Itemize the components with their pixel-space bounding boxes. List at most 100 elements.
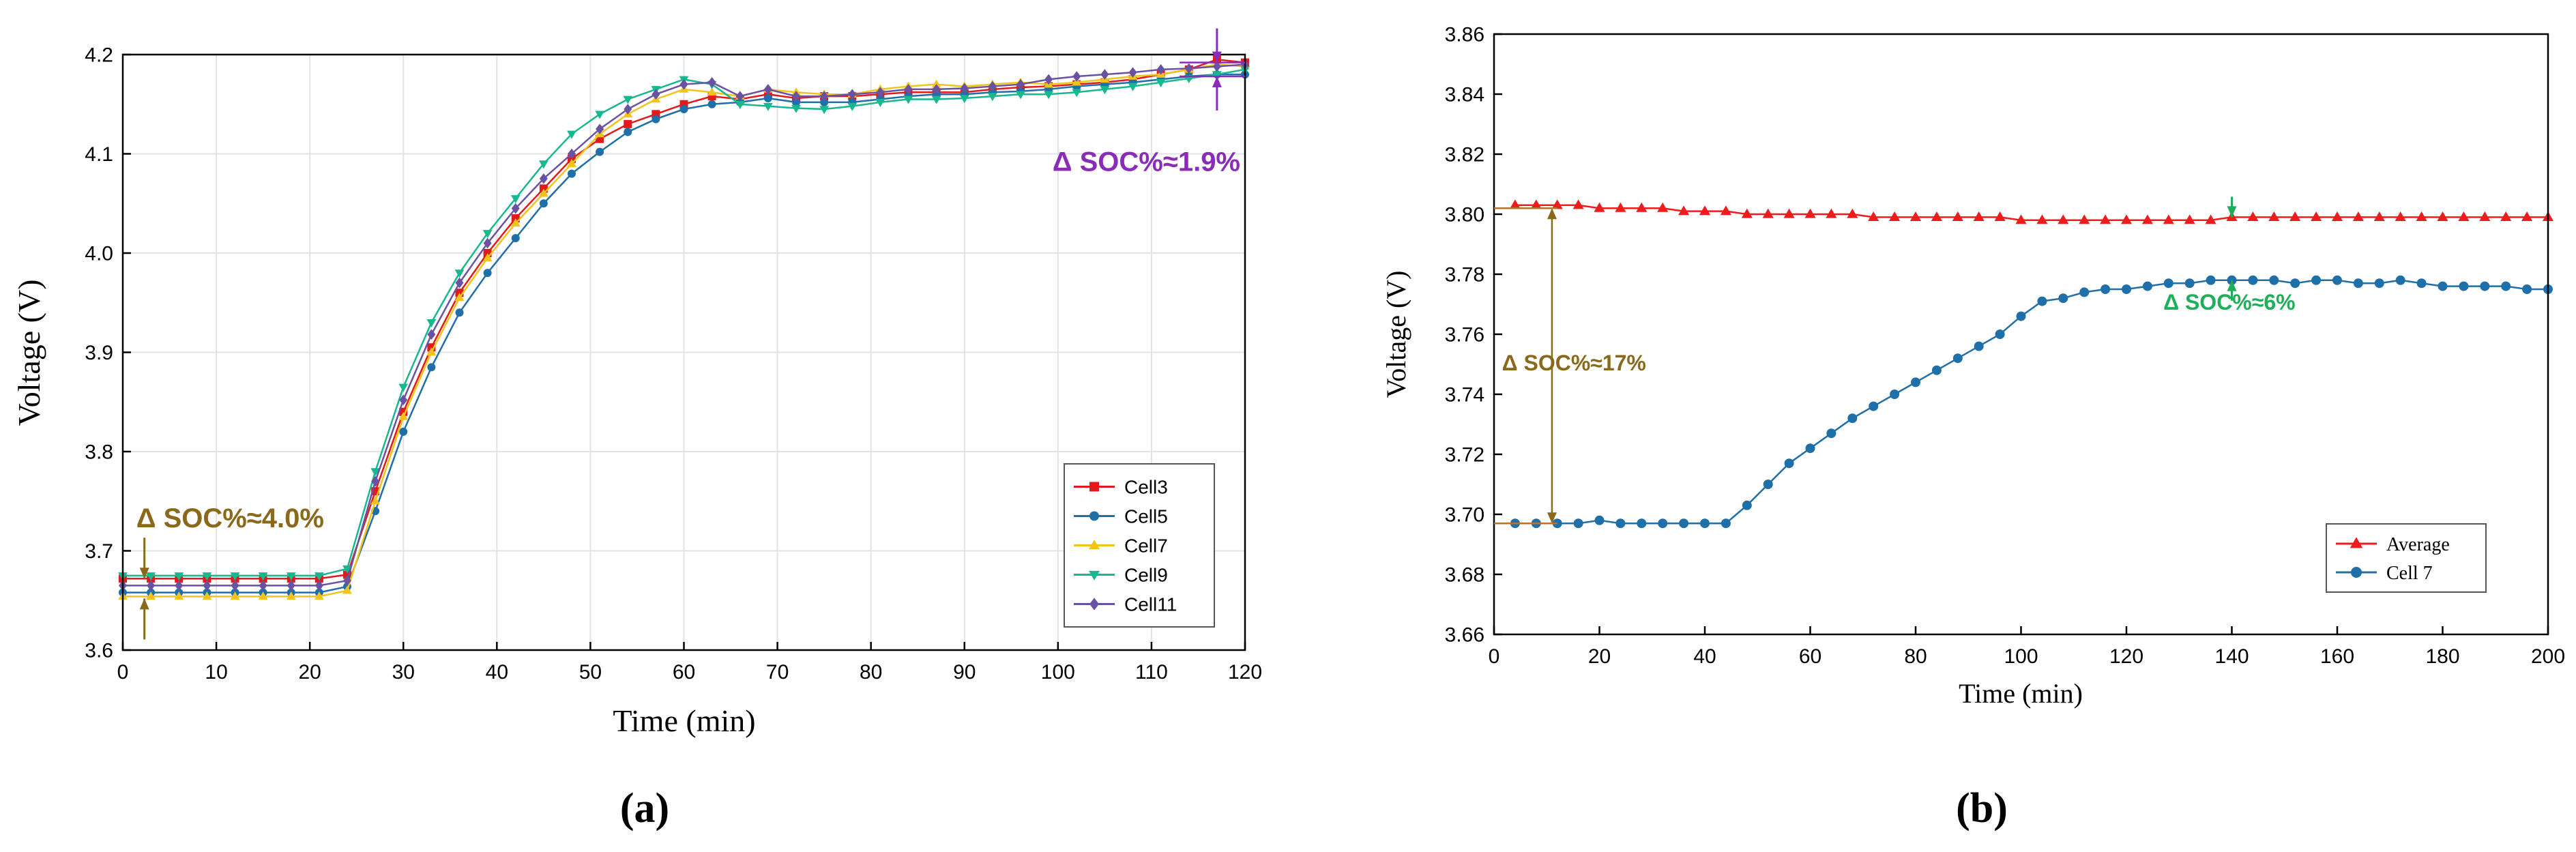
b-point-cell7 [2058, 293, 2068, 304]
b-legend-box [2326, 523, 2487, 593]
b-point-average [1615, 202, 1626, 212]
a-x-tick-label: 90 [953, 661, 976, 684]
b-point-average [1826, 208, 1837, 218]
a-point-cell9 [875, 99, 886, 108]
b-soc17-head-top [1547, 208, 1557, 220]
b-x-tick-label: 120 [2109, 645, 2143, 668]
b-legend-marker [2350, 537, 2363, 548]
b-tick-group: 0 20 40 60 80 100 120 140 160 180 200 3.66 3.68 3.70 3… [1445, 24, 2565, 669]
a-point-cell5 [596, 147, 604, 156]
b-point-average [1804, 208, 1816, 218]
a-point-cell7 [314, 591, 324, 600]
a-legend-marker [1089, 482, 1099, 492]
b-point-average [2141, 214, 2153, 224]
b-soc17-annotation: Δ SOC%≈17% [1502, 351, 1646, 375]
a-point-cell11 [539, 173, 548, 184]
a-panel-label: (a) [620, 785, 669, 832]
a-point-cell9 [426, 319, 437, 328]
b-y-tick-label: 3.68 [1445, 564, 1484, 587]
b-point-average [2311, 211, 2322, 221]
b-point-average [1741, 208, 1753, 218]
a-soc4-annotation: Δ SOC%≈4.0% [136, 503, 324, 533]
a-point-cell9 [202, 572, 212, 581]
b-y-tick-label: 3.78 [1445, 264, 1484, 287]
b-point-average [2120, 214, 2133, 224]
a-x-axis-label: Time (min) [613, 703, 755, 738]
b-point-average [1973, 211, 1985, 221]
a-point-cell7 [931, 79, 941, 88]
a-annotation-group: Δ SOC%≈4.0% Δ SOC%≈1.9% [136, 28, 1245, 640]
a-point-cell9 [763, 102, 773, 111]
a-point-cell11 [707, 76, 716, 88]
a-point-cell5 [427, 363, 436, 372]
a-point-cell11 [679, 78, 688, 90]
b-point-cell7 [1763, 480, 1773, 489]
b-x-tick-label: 40 [1693, 645, 1716, 668]
b-y-tick-label: 3.70 [1445, 504, 1484, 527]
a-point-cell11 [399, 394, 408, 406]
b-point-average [2268, 211, 2280, 221]
b-soc6-arrow-bottom-head [2227, 280, 2237, 291]
b-x-tick-label: 160 [2320, 645, 2354, 668]
b-point-cell7 [1869, 401, 1879, 411]
a-point-cell9 [314, 572, 324, 581]
a-legend-entry: Cell7 [1124, 535, 1168, 556]
b-point-cell7 [2101, 284, 2111, 294]
b-point-average [2458, 211, 2470, 221]
a-point-cell9 [510, 195, 521, 204]
a-point-cell5 [820, 98, 829, 106]
b-point-cell7 [1890, 390, 1900, 399]
a-legend: Cell3 Cell5 Cell7 Cell9 Cell11 [1064, 463, 1215, 628]
a-y-tick-label: 3.7 [85, 540, 113, 563]
a-point-cell11 [1072, 71, 1081, 82]
b-annotation-group: Δ SOC%≈17% Δ SOC%≈6% [1494, 196, 2296, 525]
b-point-cell7 [2122, 284, 2131, 294]
a-point-cell11 [932, 84, 941, 95]
a-legend-entry: Cell11 [1124, 593, 1177, 615]
b-point-average [1868, 211, 1879, 221]
a-point-cell9 [370, 468, 381, 477]
b-point-average [2289, 211, 2301, 221]
a-y-tick-label: 3.9 [85, 342, 113, 364]
a-point-cell11 [1016, 78, 1025, 90]
b-point-average [1994, 211, 2006, 221]
b-point-cell7 [1637, 518, 1647, 529]
a-point-cell7 [510, 218, 521, 227]
a-point-cell9 [959, 95, 969, 104]
a-point-cell11 [624, 104, 632, 115]
a-point-cell11 [427, 329, 436, 340]
a-point-cell9 [1212, 71, 1222, 80]
a-point-cell11 [231, 580, 239, 591]
a-point-cell7 [538, 188, 548, 197]
a-point-cell5 [792, 98, 800, 106]
b-x-tick-label: 0 [1489, 645, 1500, 668]
b-point-cell7 [1658, 518, 1668, 529]
b-x-tick-label: 180 [2425, 645, 2459, 668]
a-legend-entry: Cell9 [1124, 564, 1168, 585]
b-point-cell7 [1952, 353, 1963, 364]
b-point-average [2395, 211, 2406, 221]
b-point-average [2015, 214, 2027, 224]
b-point-average [2331, 211, 2343, 221]
b-point-average [1551, 199, 1563, 209]
a-legend-marker [1089, 598, 1099, 611]
a-point-cell5 [568, 169, 576, 178]
a-point-cell9 [1044, 91, 1054, 100]
a-point-cell9 [1100, 86, 1110, 95]
a-gridlines [123, 55, 1245, 650]
b-point-cell7 [1594, 515, 1605, 525]
b-point-average [1530, 199, 1542, 209]
a-point-cell9 [847, 102, 858, 111]
a-point-cell5 [399, 427, 408, 436]
b-point-average [1783, 208, 1795, 218]
a-point-cell11 [483, 237, 492, 249]
a-point-cell5 [679, 105, 688, 114]
b-point-average [1657, 202, 1669, 212]
b-point-cell7 [2206, 275, 2216, 285]
b-point-cell7 [1805, 443, 1815, 454]
b-series-group [1509, 199, 2554, 529]
a-point-cell11 [1212, 61, 1221, 72]
a-point-cell11 [1184, 63, 1193, 74]
b-point-average [1931, 211, 1942, 221]
b-point-average [2479, 211, 2491, 221]
